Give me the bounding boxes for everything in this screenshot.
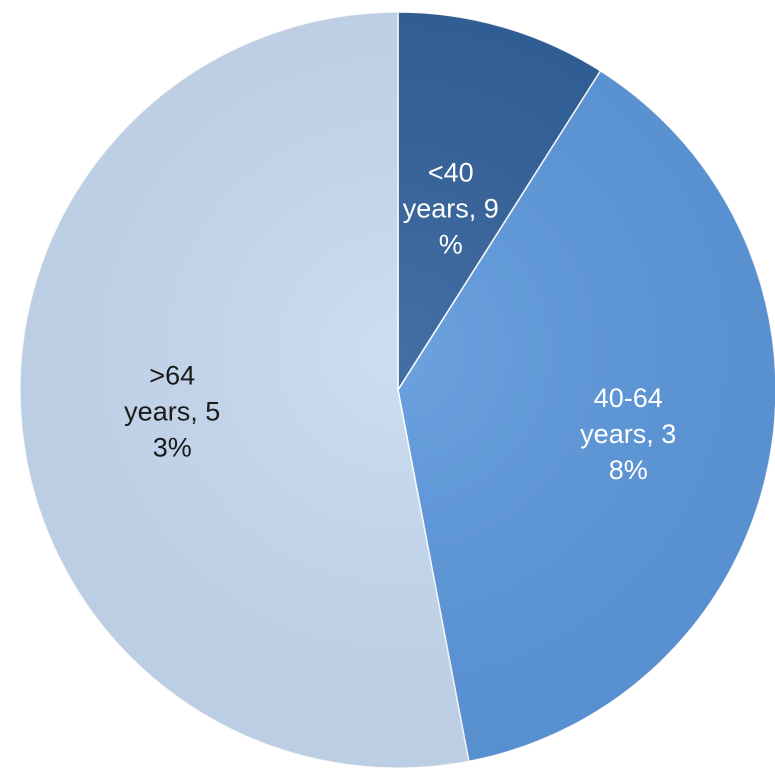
slice-label-2: 40-64 years, 3 8% <box>580 383 676 485</box>
slice-label-3: >64 years, 5 3% <box>124 360 220 462</box>
slice-label-line: >64 <box>149 360 195 390</box>
slice-label-line: years, 9 <box>403 194 499 224</box>
slice-label-line: 40-64 <box>594 383 663 413</box>
slice-label-line: years, 3 <box>580 419 676 449</box>
slice-label-line: 3% <box>153 432 192 462</box>
slice-label-line: years, 5 <box>124 396 220 426</box>
slice-label-line: % <box>439 230 463 260</box>
slice-label-1: <40 years, 9% <box>403 158 499 260</box>
slice-label-line: 8% <box>609 455 648 485</box>
slice-label-line: <40 <box>428 158 474 188</box>
slice-labels: <40 years, 9 % 40-64 years, 3 8% >64 years, 5 3% <box>124 158 676 485</box>
